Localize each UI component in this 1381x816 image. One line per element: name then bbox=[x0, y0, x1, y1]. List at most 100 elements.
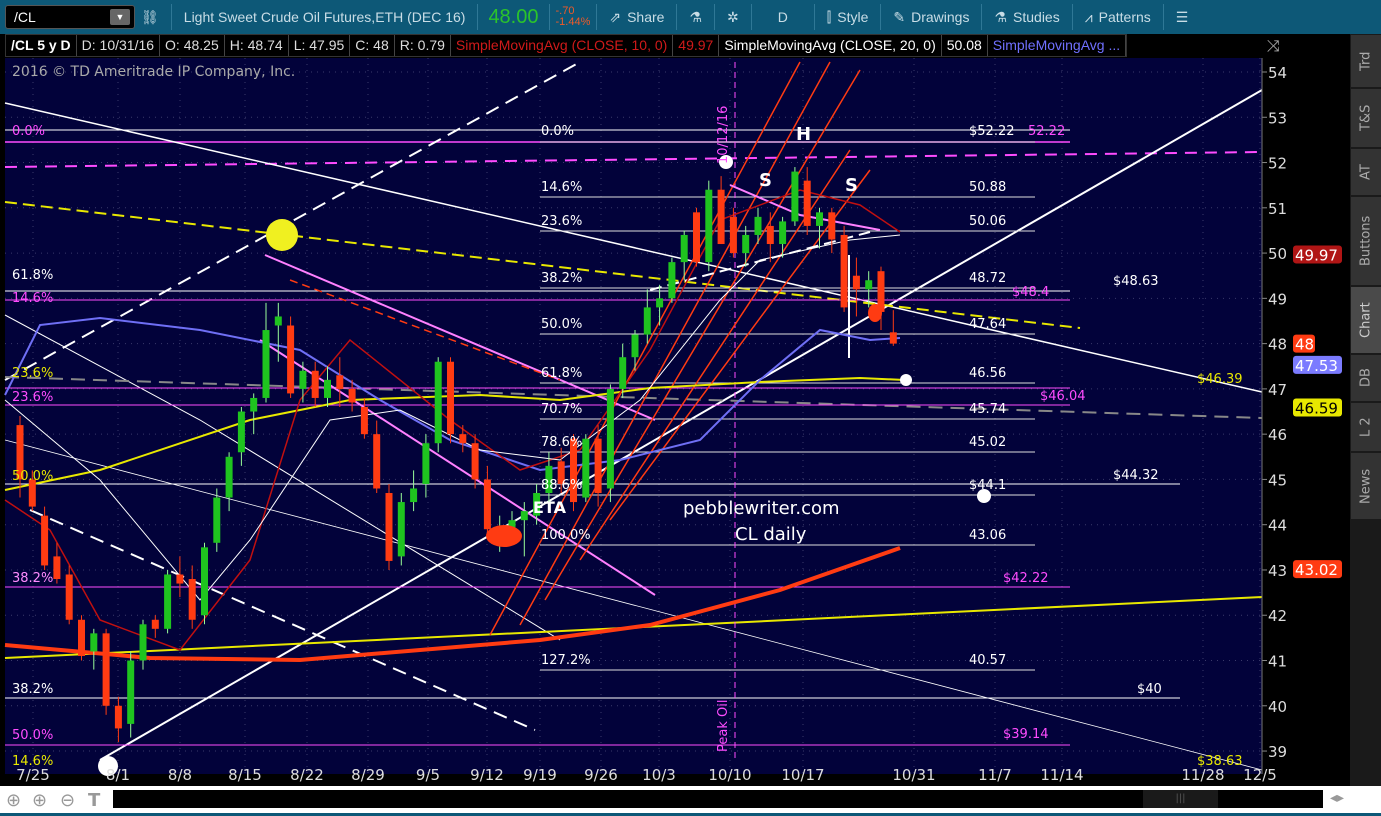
fib-pct-label: 0.0% bbox=[541, 124, 574, 139]
chart-title: /CL 5 y D bbox=[6, 35, 77, 56]
time-scrollbar[interactable]: ||| bbox=[113, 790, 1323, 808]
share-button[interactable]: ⇗ Share bbox=[603, 9, 670, 26]
labels-layer: 0.0% 61.8% 14.6% 23.6% 23.6% 50.0% 38.2% 38.2% 5… bbox=[12, 106, 1243, 776]
flask-icon: ⚗ bbox=[689, 8, 703, 25]
fib-price-label: 43.06 bbox=[969, 528, 1006, 543]
candle-body bbox=[225, 456, 233, 498]
period-button[interactable]: D bbox=[758, 9, 808, 25]
tab-at[interactable]: AT bbox=[1351, 149, 1381, 195]
chart-subtitle: CL daily bbox=[735, 524, 807, 545]
candle-body bbox=[114, 705, 122, 729]
share-label: Share bbox=[627, 9, 665, 25]
price-chart[interactable]: 0.0% 61.8% 14.6% 23.6% 23.6% 50.0% 38.2% 38.2% 5… bbox=[0, 34, 1350, 786]
text-tool-icon[interactable]: T bbox=[88, 790, 101, 811]
candle-body bbox=[360, 406, 368, 435]
fib-price-label: 46.56 bbox=[969, 366, 1006, 381]
candle-body bbox=[385, 493, 393, 561]
drawings-button[interactable]: ✎ Drawings bbox=[887, 9, 975, 26]
settings-button[interactable]: ✲ bbox=[721, 9, 745, 26]
y-tick-label: 49 bbox=[1268, 290, 1287, 308]
tab-trd[interactable]: Trd bbox=[1351, 35, 1381, 87]
fib-price-label: 48.72 bbox=[969, 271, 1006, 286]
drawings-label: Drawings bbox=[911, 9, 970, 25]
expand-icon[interactable]: ⤨ bbox=[1267, 36, 1280, 55]
fib-left-label: 38.2% bbox=[12, 682, 53, 697]
link-icon[interactable]: ⛓ bbox=[141, 8, 159, 25]
level-label: $46.04 bbox=[1040, 389, 1086, 404]
candle-body bbox=[434, 361, 442, 444]
candle-body bbox=[262, 330, 270, 398]
trendline bbox=[4, 102, 1263, 393]
zoom-in-icon[interactable]: ⊕ bbox=[32, 790, 48, 811]
tab-ts[interactable]: T&S bbox=[1351, 89, 1381, 147]
sma10-label: SimpleMovingAvg (CLOSE, 10, 0) bbox=[451, 35, 674, 56]
candle-body bbox=[127, 660, 135, 724]
menu-icon: ☰ bbox=[1175, 8, 1189, 25]
studies-button[interactable]: ⚗ Studies bbox=[988, 9, 1065, 26]
plot-area bbox=[5, 58, 1262, 774]
x-tick-label: 8/22 bbox=[290, 766, 324, 784]
style-label: Style bbox=[837, 9, 869, 25]
y-tick-label: 45 bbox=[1268, 471, 1287, 489]
candle-body bbox=[311, 370, 319, 398]
candle-body bbox=[324, 379, 331, 398]
candle-body bbox=[53, 556, 61, 580]
x-tick-label: 8/15 bbox=[228, 766, 262, 784]
level-label: $46.39 bbox=[1197, 372, 1243, 387]
fib-price-label: 50.88 bbox=[969, 180, 1006, 195]
tab-news[interactable]: News bbox=[1351, 453, 1381, 519]
level-label: $38.63 bbox=[1197, 754, 1243, 769]
y-tick-label: 53 bbox=[1268, 109, 1287, 127]
status-strip bbox=[0, 813, 1381, 816]
candle-body bbox=[877, 271, 885, 312]
candle-body bbox=[410, 488, 418, 503]
y-tick-label: 54 bbox=[1268, 64, 1287, 82]
candle-body bbox=[816, 212, 823, 226]
x-tick-label: 9/19 bbox=[523, 766, 557, 784]
price-badge-label: 49.97 bbox=[1295, 246, 1338, 264]
x-tick-label: 7/25 bbox=[16, 766, 50, 784]
patterns-button[interactable]: ⩘ Patterns bbox=[1079, 9, 1157, 26]
candle-body bbox=[594, 438, 602, 494]
toolbar: /CL ▼ ⛓ Light Sweet Crude Oil Futures,ETH… bbox=[0, 0, 1381, 34]
tab-chart[interactable]: Chart bbox=[1351, 287, 1381, 353]
candle-body bbox=[299, 370, 307, 389]
fib-left-label: 50.0% bbox=[12, 469, 53, 484]
style-button[interactable]: ⫿ Style bbox=[821, 9, 875, 26]
candle-body bbox=[889, 332, 897, 344]
candle-body bbox=[729, 216, 737, 254]
zoom-out-icon[interactable]: ⊖ bbox=[60, 790, 76, 811]
candle-body bbox=[791, 171, 799, 222]
fib-left-label: 23.6% bbox=[12, 390, 53, 405]
marker-dot bbox=[719, 155, 733, 169]
sma20-line bbox=[4, 234, 901, 601]
tab-l2[interactable]: L 2 bbox=[1351, 403, 1381, 451]
x-tick-label: 11/7 bbox=[978, 766, 1012, 784]
fib-price-label: 50.06 bbox=[969, 214, 1006, 229]
x-tick-label: 8/29 bbox=[351, 766, 385, 784]
menu-button[interactable]: ☰ bbox=[1170, 9, 1195, 26]
fib-pct-label: 38.2% bbox=[541, 271, 582, 286]
pan-icon[interactable]: ⊕ bbox=[6, 790, 22, 811]
price-axis: 39 40 41 42 43 44 45 46 47 48 49 50 51 52 53 54 49.97 48 4… bbox=[1261, 58, 1342, 774]
tab-db[interactable]: DB bbox=[1351, 355, 1381, 401]
candle-body bbox=[102, 633, 110, 706]
candle-body bbox=[803, 180, 811, 226]
candle-body bbox=[28, 479, 36, 507]
candle-body bbox=[631, 334, 639, 358]
symbol-selector[interactable]: /CL ▼ bbox=[5, 5, 135, 29]
tab-buttons[interactable]: Buttons bbox=[1351, 197, 1381, 285]
scroll-thumb[interactable]: ||| bbox=[1143, 790, 1218, 808]
candle-body bbox=[533, 493, 541, 516]
chevron-down-icon[interactable]: ▼ bbox=[110, 9, 130, 25]
y-tick-label: 47 bbox=[1268, 381, 1287, 399]
candle-body bbox=[508, 520, 516, 530]
candle-body bbox=[176, 574, 184, 584]
candle-body bbox=[865, 280, 873, 290]
fib-price-label: 40.57 bbox=[969, 653, 1006, 668]
flask-button[interactable]: ⚗ bbox=[683, 9, 708, 26]
patterns-icon: ⩘ bbox=[1084, 8, 1093, 25]
sma-more-label[interactable]: SimpleMovingAvg ... bbox=[988, 35, 1127, 56]
resize-icon[interactable]: ◂▸ bbox=[1330, 790, 1345, 806]
candle-body bbox=[680, 234, 688, 263]
